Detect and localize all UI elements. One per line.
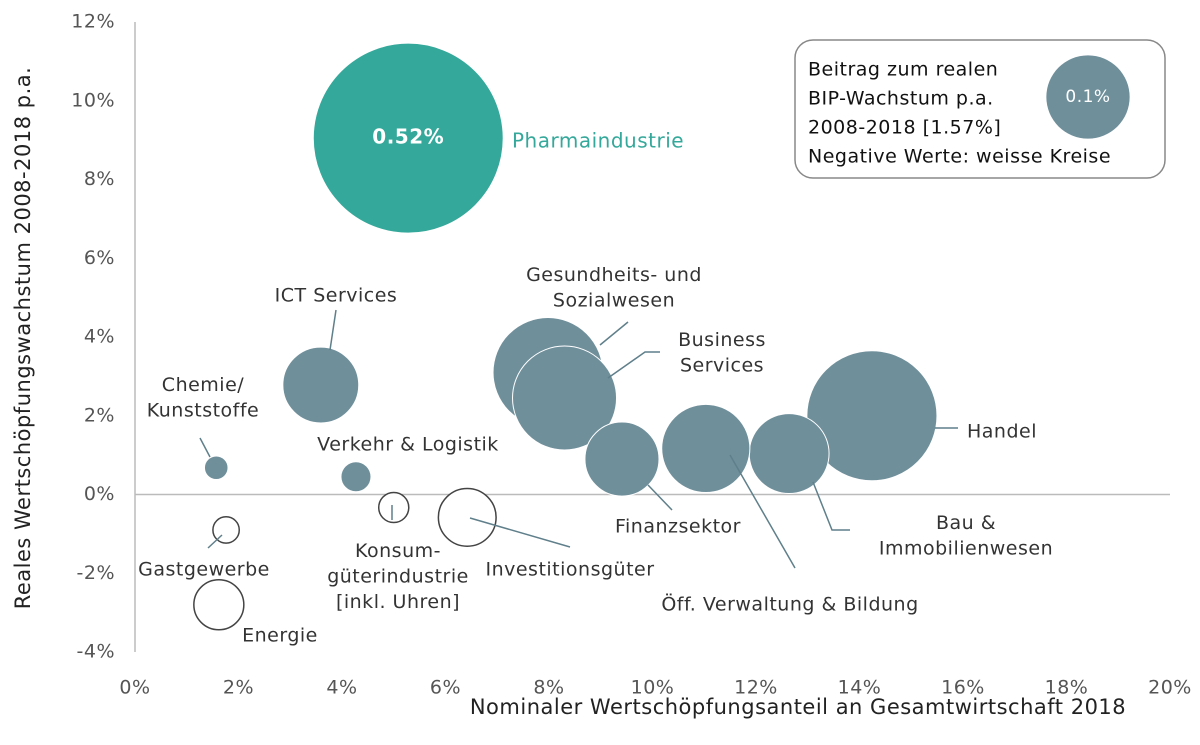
x-tick-label: 10% (631, 677, 675, 699)
y-tick-label: 6% (84, 247, 115, 269)
y-tick-label: -4% (77, 641, 116, 663)
legend-bubble (1046, 55, 1130, 139)
x-tick-label: 12% (734, 677, 778, 699)
x-tick-label: 0% (119, 677, 150, 699)
bubble-label: Konsum-güterindustrie [inkl. Uhren] (327, 540, 469, 613)
bubble-label: Finanzsektor (615, 516, 741, 538)
bubble-label: Verkehr & Logistik (317, 434, 499, 456)
bubble (203, 455, 229, 481)
bubble-label: Handel (967, 421, 1037, 443)
leader-line (207, 534, 223, 549)
bubble-value-label: 0.52% (372, 125, 444, 149)
bubble-label: ICT Services (275, 285, 398, 307)
y-tick-label: 4% (84, 326, 115, 348)
bubble-label: Bau & Immobilienwesen (879, 512, 1053, 560)
y-tick-label: 0% (84, 483, 115, 505)
x-tick-label: 4% (326, 677, 357, 699)
y-tick-label: -2% (77, 562, 116, 584)
leader-line (647, 484, 673, 511)
bubble-label: Gastgewerbe (138, 559, 270, 581)
legend-bubble-label: 0.1% (1065, 87, 1110, 107)
bubble-label: Gesundheits- und Sozialwesen (526, 264, 702, 312)
legend-text: 2008-2018 [1.57%] (808, 117, 1001, 139)
x-tick-label: 20% (1148, 677, 1192, 699)
x-tick-label: 14% (838, 677, 882, 699)
leader-line (607, 351, 660, 379)
leader-line (329, 309, 337, 351)
legend-text: Beitrag zum realen (808, 59, 998, 81)
legend-text: BIP-Wachstum p.a. (808, 88, 994, 110)
y-tick-label: 8% (84, 168, 115, 190)
x-tick-label: 18% (1045, 677, 1089, 699)
legend-text: Negative Werte: weisse Kreise (808, 146, 1111, 168)
leader-line (199, 437, 211, 458)
leader-line (599, 321, 629, 346)
x-tick-label: 8% (533, 677, 564, 699)
bubble (377, 491, 410, 524)
bubble-label: Pharmaindustrie (512, 129, 684, 153)
bubble (193, 579, 245, 631)
y-tick-label: 10% (71, 89, 115, 111)
x-tick-label: 6% (430, 677, 461, 699)
bubble-label: Investitionsgüter (485, 559, 654, 581)
bubble (282, 346, 360, 424)
leader-line (729, 454, 796, 569)
x-axis-title: Nominaler Wertschöpfungsanteil an Gesamt… (470, 695, 1126, 719)
leader-line (812, 481, 850, 531)
bubble (748, 413, 830, 494)
bubble-label: Öff. Verwaltung & Bildung (661, 593, 918, 616)
x-tick-label: 2% (223, 677, 254, 699)
bubble-label: Energie (242, 625, 318, 647)
bubble-label: Business Services (678, 329, 766, 377)
bubble-label: Chemie/Kunststoffe (147, 374, 260, 422)
y-tick-label: 12% (71, 11, 115, 33)
y-axis-title: Reales Wertschöpfungswachstum 2008-2018 … (11, 67, 35, 610)
bubble (584, 421, 660, 497)
bubble (437, 487, 497, 547)
y-tick-label: 2% (84, 404, 115, 426)
bubble (661, 403, 751, 494)
x-tick-label: 16% (941, 677, 985, 699)
bubble (806, 350, 938, 482)
bubble (312, 42, 504, 234)
bubble (512, 345, 618, 451)
leader-line (469, 517, 571, 548)
bubble (340, 461, 372, 493)
